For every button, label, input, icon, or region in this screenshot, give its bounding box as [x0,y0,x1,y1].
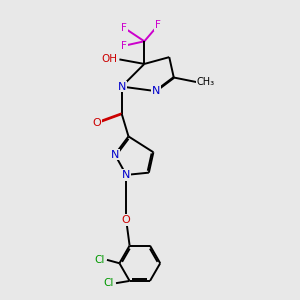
Text: F: F [121,23,127,33]
Text: F: F [121,41,127,51]
Text: Cl: Cl [103,278,114,288]
Text: F: F [155,20,161,30]
Text: CH₃: CH₃ [196,77,214,87]
Text: OH: OH [101,54,117,64]
Text: N: N [118,82,126,92]
Text: N: N [122,170,130,180]
Text: O: O [92,118,101,128]
Text: Cl: Cl [94,255,105,265]
Text: O: O [122,215,130,225]
Text: N: N [111,149,119,160]
Text: N: N [152,86,160,96]
